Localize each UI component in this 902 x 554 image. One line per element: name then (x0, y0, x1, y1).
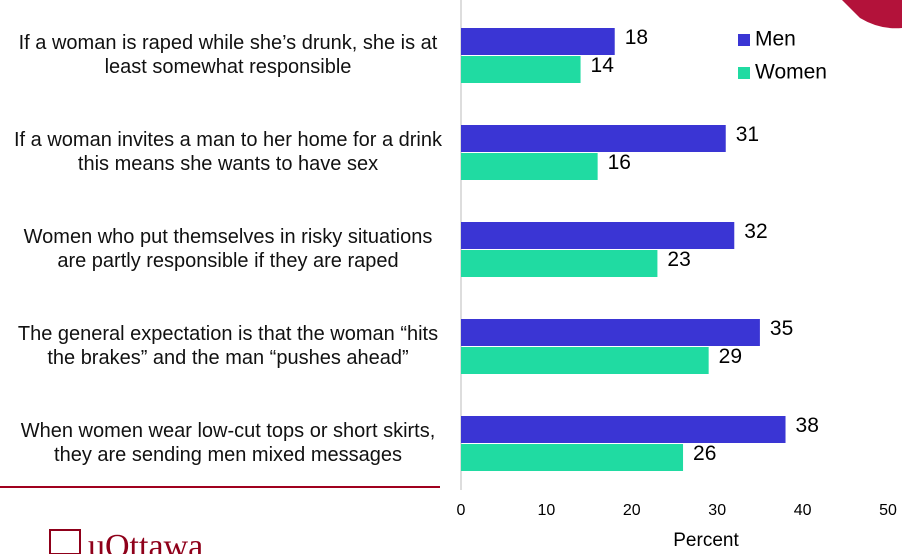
x-tick-label: 30 (708, 502, 726, 519)
legend-swatch (738, 67, 750, 79)
value-label: 32 (744, 220, 767, 243)
bar (461, 319, 760, 346)
bar (461, 56, 581, 83)
bar (461, 250, 658, 277)
category-label: When women wear low-cut tops or short sk… (20, 420, 436, 466)
value-label: 18 (625, 26, 648, 49)
x-tick-label: 20 (623, 502, 641, 519)
value-label: 29 (719, 345, 742, 368)
x-axis-label: Percent (673, 530, 739, 551)
x-tick-label: 0 (457, 502, 466, 519)
value-label: 23 (667, 248, 690, 271)
legend-label: Men (755, 28, 796, 51)
decoration (842, 0, 902, 29)
bar (461, 28, 615, 55)
category-label: The general expectation is that the woma… (17, 323, 439, 369)
bar (461, 153, 598, 180)
x-tick-label: 50 (879, 502, 897, 519)
category-label: If a woman is raped while she’s drunk, s… (18, 32, 438, 78)
value-label: 26 (693, 442, 716, 465)
value-label: 31 (736, 123, 759, 146)
value-label: 38 (796, 414, 819, 437)
category-label: If a woman invites a man to her home for… (14, 129, 442, 175)
bar (461, 416, 786, 443)
category-label: Women who put themselves in risky situat… (23, 226, 433, 272)
value-label: 35 (770, 317, 793, 340)
legend-swatch (738, 34, 750, 46)
value-label: 16 (608, 151, 631, 174)
bar (461, 125, 726, 152)
bar (461, 222, 735, 249)
legend-label: Women (755, 61, 827, 84)
bar (461, 347, 709, 374)
logo: uOttawa (88, 528, 204, 554)
bar (461, 444, 684, 471)
value-label: 14 (591, 54, 615, 77)
x-tick-label: 40 (794, 502, 812, 519)
x-tick-label: 10 (538, 502, 556, 519)
logo-icon (49, 529, 81, 554)
